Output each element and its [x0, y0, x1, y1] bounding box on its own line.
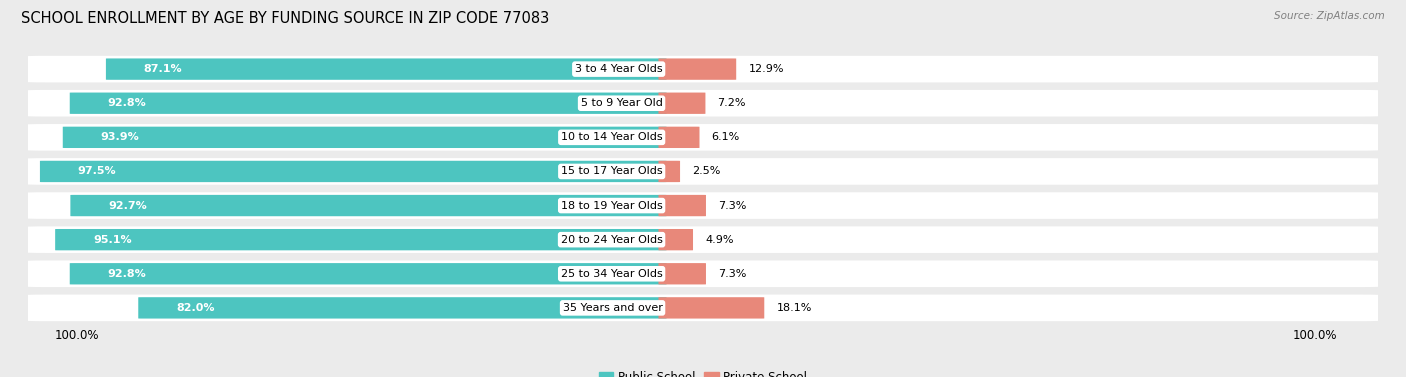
FancyBboxPatch shape [21, 192, 1385, 219]
FancyBboxPatch shape [63, 127, 666, 148]
Text: 7.2%: 7.2% [717, 98, 747, 108]
FancyBboxPatch shape [658, 161, 681, 182]
Text: 18.1%: 18.1% [776, 303, 811, 313]
Text: 35 Years and over: 35 Years and over [562, 303, 662, 313]
Text: 92.7%: 92.7% [108, 201, 146, 211]
Text: 2.5%: 2.5% [692, 166, 721, 176]
FancyBboxPatch shape [658, 127, 700, 148]
Text: 15 to 17 Year Olds: 15 to 17 Year Olds [561, 166, 662, 176]
Text: SCHOOL ENROLLMENT BY AGE BY FUNDING SOURCE IN ZIP CODE 77083: SCHOOL ENROLLMENT BY AGE BY FUNDING SOUR… [21, 11, 550, 26]
FancyBboxPatch shape [21, 261, 1385, 287]
FancyBboxPatch shape [39, 161, 666, 182]
FancyBboxPatch shape [21, 294, 1385, 321]
Text: 95.1%: 95.1% [93, 234, 132, 245]
Text: 87.1%: 87.1% [143, 64, 183, 74]
Text: 6.1%: 6.1% [711, 132, 740, 143]
Text: 7.3%: 7.3% [718, 201, 747, 211]
Text: 100.0%: 100.0% [1294, 329, 1337, 342]
Text: 100.0%: 100.0% [55, 329, 100, 342]
FancyBboxPatch shape [55, 229, 666, 250]
FancyBboxPatch shape [70, 263, 666, 285]
Text: 97.5%: 97.5% [77, 166, 117, 176]
Text: 93.9%: 93.9% [101, 132, 139, 143]
Text: 4.9%: 4.9% [706, 234, 734, 245]
Text: 7.3%: 7.3% [718, 269, 747, 279]
Text: 18 to 19 Year Olds: 18 to 19 Year Olds [561, 201, 662, 211]
FancyBboxPatch shape [21, 226, 1385, 253]
FancyBboxPatch shape [21, 90, 1385, 116]
Text: 92.8%: 92.8% [107, 98, 146, 108]
Text: 92.8%: 92.8% [107, 269, 146, 279]
Text: 12.9%: 12.9% [748, 64, 785, 74]
FancyBboxPatch shape [658, 58, 737, 80]
Text: 5 to 9 Year Old: 5 to 9 Year Old [581, 98, 662, 108]
FancyBboxPatch shape [70, 92, 666, 114]
FancyBboxPatch shape [658, 263, 706, 285]
Text: 82.0%: 82.0% [176, 303, 215, 313]
Text: 10 to 14 Year Olds: 10 to 14 Year Olds [561, 132, 662, 143]
FancyBboxPatch shape [70, 195, 666, 216]
Text: 3 to 4 Year Olds: 3 to 4 Year Olds [575, 64, 662, 74]
FancyBboxPatch shape [138, 297, 666, 319]
Legend: Public School, Private School: Public School, Private School [593, 366, 813, 377]
FancyBboxPatch shape [21, 56, 1385, 83]
Text: 20 to 24 Year Olds: 20 to 24 Year Olds [561, 234, 662, 245]
FancyBboxPatch shape [658, 229, 693, 250]
Text: Source: ZipAtlas.com: Source: ZipAtlas.com [1274, 11, 1385, 21]
Text: 25 to 34 Year Olds: 25 to 34 Year Olds [561, 269, 662, 279]
FancyBboxPatch shape [21, 158, 1385, 185]
FancyBboxPatch shape [658, 92, 706, 114]
FancyBboxPatch shape [658, 297, 765, 319]
FancyBboxPatch shape [105, 58, 666, 80]
FancyBboxPatch shape [658, 195, 706, 216]
FancyBboxPatch shape [21, 124, 1385, 151]
